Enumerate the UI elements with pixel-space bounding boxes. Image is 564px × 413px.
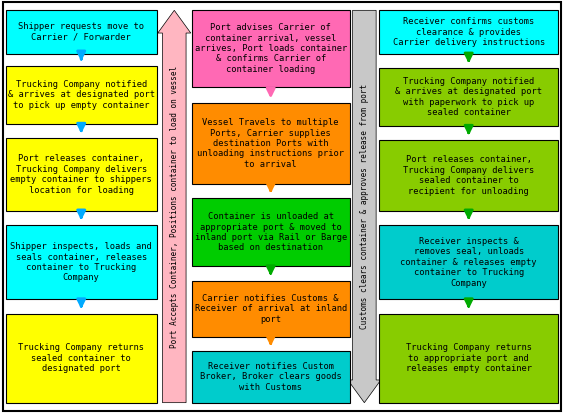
Text: Receiver confirms customs
clearance & provides
Carrier delivery instructions: Receiver confirms customs clearance & pr…: [393, 17, 545, 47]
FancyBboxPatch shape: [379, 140, 558, 211]
FancyBboxPatch shape: [192, 198, 350, 266]
FancyBboxPatch shape: [192, 10, 350, 87]
FancyBboxPatch shape: [192, 281, 350, 337]
Text: Trucking Company notified
& arrives at designated port
with paperwork to pick up: Trucking Company notified & arrives at d…: [395, 77, 542, 117]
Text: Port releases container,
Trucking Company delivers
empty container to shippers
l: Port releases container, Trucking Compan…: [10, 154, 152, 195]
Text: Port releases container,
Trucking Company delivers
sealed container to
recipient: Port releases container, Trucking Compan…: [403, 155, 534, 196]
FancyBboxPatch shape: [6, 138, 157, 211]
FancyBboxPatch shape: [379, 10, 558, 54]
FancyBboxPatch shape: [6, 10, 157, 54]
PathPatch shape: [348, 10, 381, 403]
PathPatch shape: [158, 10, 191, 403]
Text: Customs clears container & approves release from port: Customs clears container & approves rele…: [360, 84, 369, 329]
Text: Trucking Company notified
& arrives at designated port
to pick up empty containe: Trucking Company notified & arrives at d…: [8, 80, 155, 110]
FancyBboxPatch shape: [6, 225, 157, 299]
Text: Receiver notifies Custom
Broker, Broker clears goods
with Customs: Receiver notifies Custom Broker, Broker …: [200, 362, 342, 392]
FancyBboxPatch shape: [6, 314, 157, 403]
Text: Carrier notifies Customs &
Receiver of arrival at inland
port: Carrier notifies Customs & Receiver of a…: [195, 294, 347, 324]
Text: Trucking Company returns
sealed container to
designated port: Trucking Company returns sealed containe…: [18, 343, 144, 373]
FancyBboxPatch shape: [379, 68, 558, 126]
Text: Receiver inspects &
removes seal, unloads
container & releases empty
container t: Receiver inspects & removes seal, unload…: [400, 237, 537, 287]
Text: Shipper requests move to
Carrier / Forwarder: Shipper requests move to Carrier / Forwa…: [18, 22, 144, 42]
FancyBboxPatch shape: [192, 351, 350, 403]
Text: Port Accepts Container, Positions container to load on vessel: Port Accepts Container, Positions contai…: [170, 65, 179, 348]
Text: Container is unloaded at
appropriate port & moved to
inland port via Rail or Bar: Container is unloaded at appropriate por…: [195, 212, 347, 252]
Text: Trucking Company returns
to appropriate port and
releases empty container: Trucking Company returns to appropriate …: [406, 343, 532, 373]
FancyBboxPatch shape: [379, 314, 558, 403]
Text: Shipper inspects, loads and
seals container, releases
container to Trucking
Comp: Shipper inspects, loads and seals contai…: [10, 242, 152, 282]
FancyBboxPatch shape: [192, 103, 350, 184]
FancyBboxPatch shape: [6, 66, 157, 124]
FancyBboxPatch shape: [379, 225, 558, 299]
Text: Vessel Travels to multiple
Ports, Carrier supplies
destination Ports with
unload: Vessel Travels to multiple Ports, Carrie…: [197, 118, 344, 169]
Text: Port advises Carrier of
container arrival, vessel
arrives, Port loads container
: Port advises Carrier of container arriva…: [195, 23, 347, 74]
